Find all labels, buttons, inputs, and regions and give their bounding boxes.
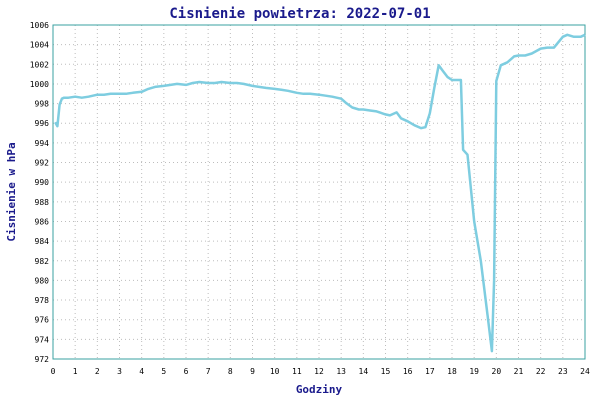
x-tick-labels: 0 1 2 3 4 5 6 7 8 9 10 11 12 13 14 15 16 17 18 19 20 21 22 23 24	[51, 367, 590, 376]
grid-lines	[52, 24, 586, 360]
y-tick-label: 980	[35, 276, 50, 285]
y-tick-label: 984	[35, 237, 50, 246]
x-tick-label: 1	[73, 367, 78, 376]
y-tick-label: 990	[35, 178, 50, 187]
x-tick-label: 10	[270, 367, 280, 376]
y-tick-label: 982	[35, 257, 50, 266]
y-tick-label: 1006	[30, 21, 49, 30]
y-tick-label: 1000	[30, 80, 49, 89]
x-tick-label: 0	[51, 367, 56, 376]
x-tick-label: 12	[314, 367, 324, 376]
y-tick-label: 978	[35, 296, 50, 305]
x-tick-label: 9	[250, 367, 255, 376]
x-tick-label: 23	[558, 367, 568, 376]
y-tick-label: 1002	[30, 60, 49, 69]
y-tick-label: 1004	[30, 41, 49, 50]
y-tick-label: 994	[35, 139, 50, 148]
y-tick-label: 974	[35, 335, 50, 344]
x-tick-label: 17	[425, 367, 435, 376]
chart-title: Cisnienie powietrza: 2022-07-01	[169, 6, 430, 22]
x-tick-label: 13	[336, 367, 346, 376]
x-axis-label: Godziny	[296, 383, 343, 396]
x-tick-label: 8	[228, 367, 233, 376]
x-tick-label: 4	[139, 367, 144, 376]
x-tick-label: 22	[536, 367, 546, 376]
x-tick-label: 20	[492, 367, 502, 376]
x-tick-label: 14	[359, 367, 369, 376]
y-tick-label: 998	[35, 100, 50, 109]
x-tick-label: 5	[161, 367, 166, 376]
y-tick-label: 996	[35, 119, 50, 128]
y-tick-label: 972	[35, 355, 50, 364]
x-tick-label: 6	[184, 367, 189, 376]
y-axis-label: Cisnienie w hPa	[5, 142, 18, 241]
x-tick-label: 16	[403, 367, 413, 376]
x-tick-label: 2	[95, 367, 100, 376]
y-tick-label: 976	[35, 316, 50, 325]
x-tick-label: 19	[469, 367, 479, 376]
x-tick-label: 18	[447, 367, 457, 376]
y-tick-label: 992	[35, 159, 50, 168]
y-tick-label: 988	[35, 198, 50, 207]
y-tick-labels: 972 974 976 978 980 982 984 986 988 990 992 994 996 9…	[30, 21, 49, 364]
x-tick-label: 11	[292, 367, 302, 376]
y-tick-label: 986	[35, 217, 50, 226]
pressure-series-line	[54, 33, 586, 353]
x-tick-label: 24	[580, 367, 590, 376]
plot-frame	[52, 24, 586, 360]
x-tick-label: 7	[206, 367, 211, 376]
x-tick-label: 15	[381, 367, 391, 376]
x-tick-label: 21	[514, 367, 524, 376]
x-tick-label: 3	[117, 367, 122, 376]
